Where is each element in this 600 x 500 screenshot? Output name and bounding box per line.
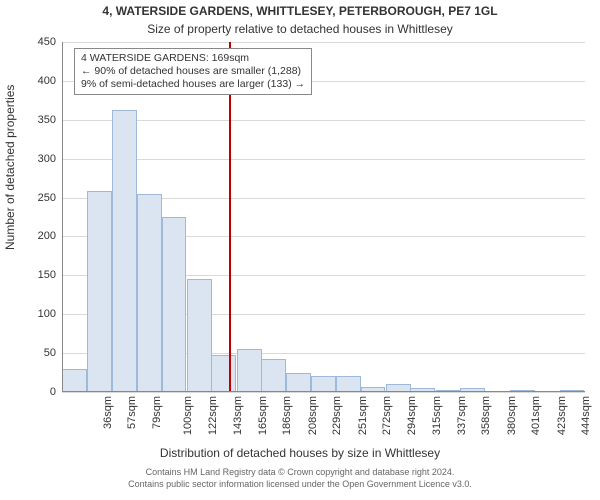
- histogram-bar: [436, 390, 461, 392]
- y-tick-label: 50: [44, 347, 56, 359]
- histogram-bar: [211, 355, 236, 392]
- footer-line-2: Contains public sector information licen…: [0, 479, 600, 491]
- x-tick-label: 186sqm: [281, 396, 293, 435]
- x-tick-label: 36sqm: [102, 396, 114, 429]
- x-axis-label: Distribution of detached houses by size …: [0, 446, 600, 460]
- x-tick-label: 208sqm: [307, 396, 319, 435]
- chart-container: 4, WATERSIDE GARDENS, WHITTLESEY, PETERB…: [0, 0, 600, 500]
- histogram-bar: [87, 191, 112, 392]
- y-gridline: [62, 42, 585, 43]
- histogram-bar: [460, 388, 485, 392]
- x-tick-label: 79sqm: [152, 396, 164, 429]
- x-tick-label: 358sqm: [480, 396, 492, 435]
- x-tick-label: 122sqm: [207, 396, 219, 435]
- footer-line-1: Contains HM Land Registry data © Crown c…: [0, 467, 600, 479]
- annotation-line: 9% of semi-detached houses are larger (1…: [81, 78, 305, 91]
- y-tick-label: 400: [38, 75, 56, 87]
- y-tick-label: 200: [38, 230, 56, 242]
- x-tick-label: 229sqm: [331, 396, 343, 435]
- plot-area: 05010015020025030035040045036sqm57sqm79s…: [62, 42, 585, 392]
- x-tick-label: 100sqm: [182, 396, 194, 435]
- histogram-bar: [62, 369, 87, 392]
- histogram-bar: [311, 376, 336, 392]
- y-tick-label: 0: [50, 386, 56, 398]
- y-tick-label: 300: [38, 153, 56, 165]
- histogram-bar: [386, 384, 411, 392]
- y-tick-label: 250: [38, 192, 56, 204]
- histogram-bar: [336, 376, 361, 392]
- histogram-bar: [137, 194, 162, 392]
- y-tick-label: 450: [38, 36, 56, 48]
- y-tick-label: 100: [38, 308, 56, 320]
- histogram-bar: [261, 359, 286, 392]
- histogram-bar: [410, 388, 435, 392]
- x-tick-label: 143sqm: [232, 396, 244, 435]
- chart-subtitle: Size of property relative to detached ho…: [0, 22, 600, 36]
- x-tick-label: 272sqm: [381, 396, 393, 435]
- y-tick-label: 150: [38, 269, 56, 281]
- annotation-line: ← 90% of detached houses are smaller (1,…: [81, 65, 305, 78]
- y-gridline: [62, 120, 585, 121]
- histogram-bar: [510, 390, 535, 392]
- x-tick-label: 251sqm: [357, 396, 369, 435]
- y-gridline: [62, 159, 585, 160]
- x-tick-label: 165sqm: [257, 396, 269, 435]
- annotation-line: 4 WATERSIDE GARDENS: 169sqm: [81, 52, 305, 65]
- histogram-bar: [112, 110, 137, 392]
- y-tick-label: 350: [38, 114, 56, 126]
- x-tick-label: 444sqm: [580, 396, 592, 435]
- x-tick-label: 423sqm: [556, 396, 568, 435]
- histogram-bar: [560, 390, 585, 392]
- y-axis-label: Number of detached properties: [3, 85, 17, 250]
- x-tick-label: 337sqm: [456, 396, 468, 435]
- chart-supertitle: 4, WATERSIDE GARDENS, WHITTLESEY, PETERB…: [0, 4, 600, 18]
- x-tick-label: 380sqm: [506, 396, 518, 435]
- histogram-bar: [361, 387, 386, 392]
- annotation-box: 4 WATERSIDE GARDENS: 169sqm← 90% of deta…: [74, 48, 312, 95]
- x-tick-label: 315sqm: [431, 396, 443, 435]
- x-tick-label: 57sqm: [126, 396, 138, 429]
- x-tick-label: 401sqm: [530, 396, 542, 435]
- histogram-bar: [237, 349, 262, 392]
- histogram-bar: [286, 373, 311, 392]
- footer-text: Contains HM Land Registry data © Crown c…: [0, 467, 600, 490]
- histogram-bar: [162, 217, 187, 392]
- histogram-bar: [187, 279, 212, 392]
- x-tick-label: 294sqm: [406, 396, 418, 435]
- y-gridline: [62, 392, 585, 393]
